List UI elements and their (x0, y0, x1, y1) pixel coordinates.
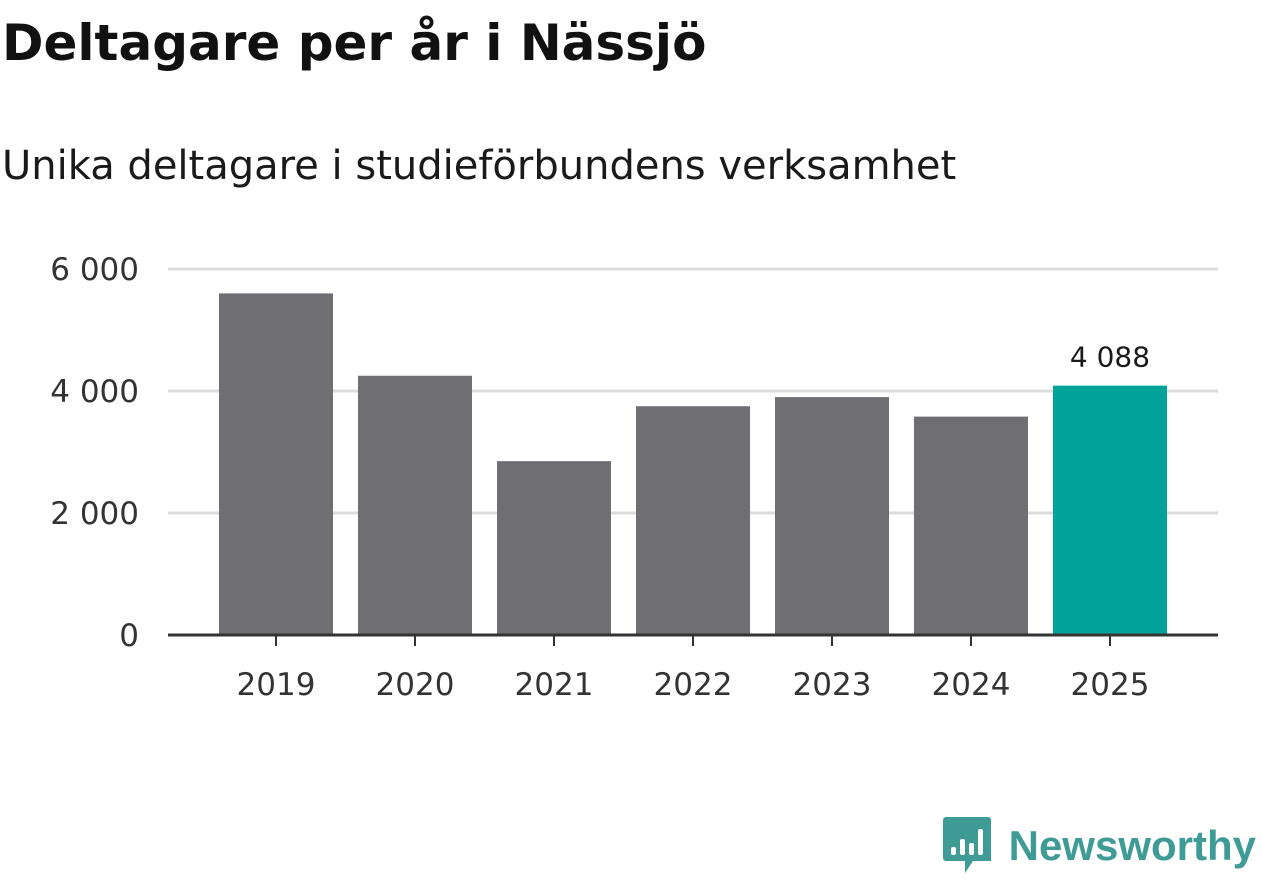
newsworthy-logo-icon (942, 817, 991, 873)
chart-title: Deltagare per år i Nässjö (2, 14, 707, 72)
x-axis-tick-labels: 2019 2020 2021 2022 2023 2024 2025 (237, 667, 1150, 703)
data-labels: 4 088 (1070, 341, 1150, 374)
bar-2020 (358, 375, 472, 635)
y-tick-label: 2 000 (50, 496, 139, 532)
bar-2021 (497, 461, 611, 635)
x-tick-label-2025: 2025 (1071, 667, 1150, 703)
data-label: 4 088 (1070, 341, 1150, 374)
bar-2022 (636, 406, 750, 635)
y-axis-tick-labels: 0 2 000 4 000 6 000 (50, 252, 139, 654)
newsworthy-logo: Newsworthy (942, 817, 1256, 875)
bar-chart: 0 2 000 4 000 6 000 2019 2020 2021 2022 2023 202… (50, 252, 1218, 703)
bars (219, 293, 1167, 635)
y-tick-label: 6 000 (50, 252, 139, 288)
x-tick-label-2024: 2024 (932, 667, 1011, 703)
x-axis (168, 633, 1218, 646)
x-tick-label-2019: 2019 (237, 667, 316, 703)
bar-2023 (775, 397, 889, 635)
brand-name: Newsworthy (1008, 822, 1256, 869)
y-tick-label: 4 000 (50, 374, 139, 410)
y-tick-label: 0 (119, 618, 139, 654)
bar-2019 (219, 293, 333, 635)
x-tick-label-2021: 2021 (515, 667, 594, 703)
x-tick-label-2022: 2022 (654, 667, 733, 703)
x-tick-label-2023: 2023 (793, 667, 872, 703)
bar-2025 (1053, 385, 1167, 635)
chart-subtitle: Unika deltagare i studieförbundens verks… (2, 143, 957, 189)
bar-2024 (914, 416, 1028, 635)
x-tick-label-2020: 2020 (376, 667, 455, 703)
